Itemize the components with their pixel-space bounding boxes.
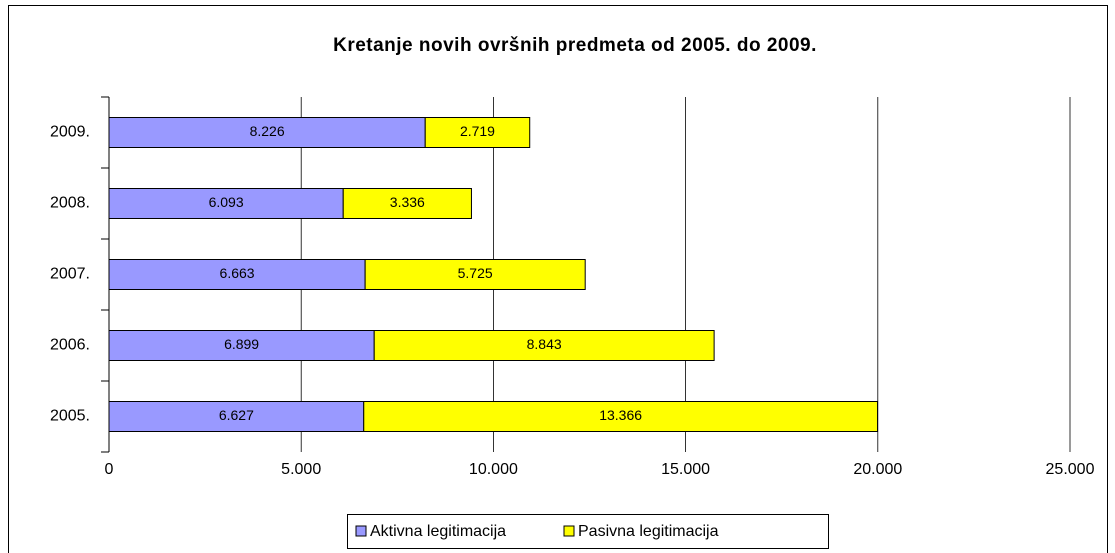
value-label: 13.366	[599, 407, 642, 423]
chart-title: Kretanje novih ovršnih predmeta od 2005.…	[333, 35, 817, 56]
bar	[363, 401, 879, 432]
x-tick-label: 25.000	[1046, 461, 1095, 478]
value-label: 8.226	[250, 123, 285, 139]
legend-swatch	[355, 525, 367, 537]
value-label: 6.627	[219, 407, 254, 423]
chart-border	[8, 5, 1108, 553]
x-tick-label: 10.000	[469, 461, 518, 478]
y-tick-label: 2008.	[50, 195, 90, 212]
value-label: 8.843	[527, 336, 562, 352]
bar	[364, 259, 586, 290]
y-tick-label: 2009.	[50, 124, 90, 141]
value-label: 5.725	[458, 265, 493, 281]
legend-swatch	[563, 525, 575, 537]
bar	[108, 117, 426, 148]
legend-box	[347, 514, 829, 549]
bar	[424, 117, 531, 148]
y-tick-label: 2005.	[50, 408, 90, 425]
y-tick-label: 2007.	[50, 266, 90, 283]
x-tick-label: 5.000	[281, 461, 321, 478]
legend-label: Aktivna legitimacija	[370, 523, 506, 540]
value-label: 2.719	[460, 123, 495, 139]
bar	[108, 401, 365, 432]
value-label: 6.899	[224, 336, 259, 352]
x-tick-label: 0	[105, 461, 114, 478]
value-label: 6.663	[220, 265, 255, 281]
x-tick-label: 15.000	[661, 461, 710, 478]
bar	[373, 330, 715, 361]
legend-label: Pasivna legitimacija	[578, 523, 719, 540]
bar	[342, 188, 472, 219]
value-label: 3.336	[390, 194, 425, 210]
y-tick-label: 2006.	[50, 337, 90, 354]
bar	[108, 188, 344, 219]
bar	[108, 259, 366, 290]
x-tick-label: 20.000	[853, 461, 902, 478]
value-label: 6.093	[209, 194, 244, 210]
